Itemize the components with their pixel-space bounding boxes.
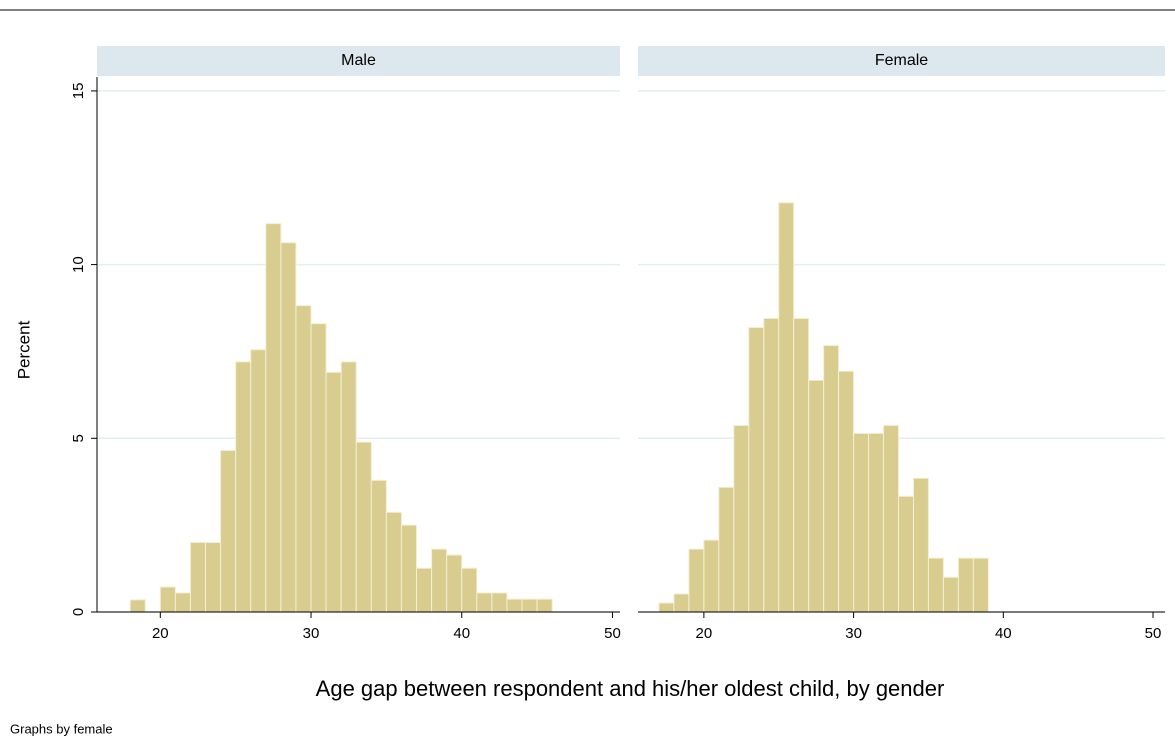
panel-strip <box>97 46 620 76</box>
bar <box>658 602 675 613</box>
bar <box>431 548 448 613</box>
x-tick-label: 50 <box>604 625 621 642</box>
bar <box>250 349 267 613</box>
x-tick-label: 30 <box>845 625 862 642</box>
bar <box>673 593 690 613</box>
bar <box>205 542 222 613</box>
x-tick-label: 20 <box>152 625 169 642</box>
bar <box>853 432 870 613</box>
bar <box>823 345 840 613</box>
note: Graphs by female <box>10 721 113 736</box>
bar <box>898 495 914 613</box>
bar <box>883 424 900 613</box>
bar <box>355 441 372 613</box>
bar <box>159 586 176 613</box>
bar <box>912 477 929 613</box>
bar <box>476 592 493 613</box>
bar <box>748 326 765 613</box>
bar <box>310 323 327 613</box>
bar <box>189 542 207 613</box>
panel-strip <box>638 46 1165 76</box>
bar <box>536 598 553 613</box>
bar <box>280 242 297 613</box>
x-tick-label: 50 <box>1145 625 1162 642</box>
y-tick-label: 10 <box>70 256 87 273</box>
x-tick-label: 40 <box>995 625 1012 642</box>
bar <box>325 371 342 613</box>
bar <box>220 449 237 613</box>
bar <box>733 424 750 613</box>
bar <box>340 361 357 613</box>
bar <box>793 317 810 613</box>
y-tick-label: 0 <box>70 608 87 616</box>
bar <box>506 598 523 613</box>
bar <box>174 592 191 613</box>
bar <box>521 598 538 613</box>
bar <box>942 576 959 613</box>
bar <box>868 432 885 613</box>
bar <box>295 305 312 613</box>
bar <box>129 599 146 613</box>
x-tick-label: 20 <box>696 625 713 642</box>
bar <box>957 557 974 613</box>
bar <box>370 479 387 613</box>
bar <box>927 557 944 613</box>
bar <box>778 202 795 613</box>
bar <box>703 539 720 613</box>
y-axis-title: Percent <box>14 320 33 379</box>
bar <box>838 370 855 613</box>
panel-title: Male <box>341 52 376 69</box>
bar <box>235 361 252 613</box>
bar <box>491 592 508 613</box>
x-axis-title: Age gap between respondent and his/her o… <box>316 676 945 701</box>
y-tick-label: 5 <box>70 434 87 442</box>
bar <box>718 486 735 613</box>
bar <box>416 567 433 613</box>
bar <box>808 379 825 613</box>
bar <box>461 567 478 613</box>
bar <box>400 524 418 613</box>
bar <box>763 317 780 613</box>
panel-title: Female <box>875 52 928 69</box>
bar <box>446 554 463 613</box>
x-tick-label: 40 <box>453 625 470 642</box>
y-tick-label: 15 <box>70 83 87 100</box>
bar <box>688 548 705 613</box>
x-tick-label: 30 <box>303 625 320 642</box>
bar <box>972 557 989 613</box>
bar <box>385 511 402 613</box>
bar <box>265 223 282 613</box>
